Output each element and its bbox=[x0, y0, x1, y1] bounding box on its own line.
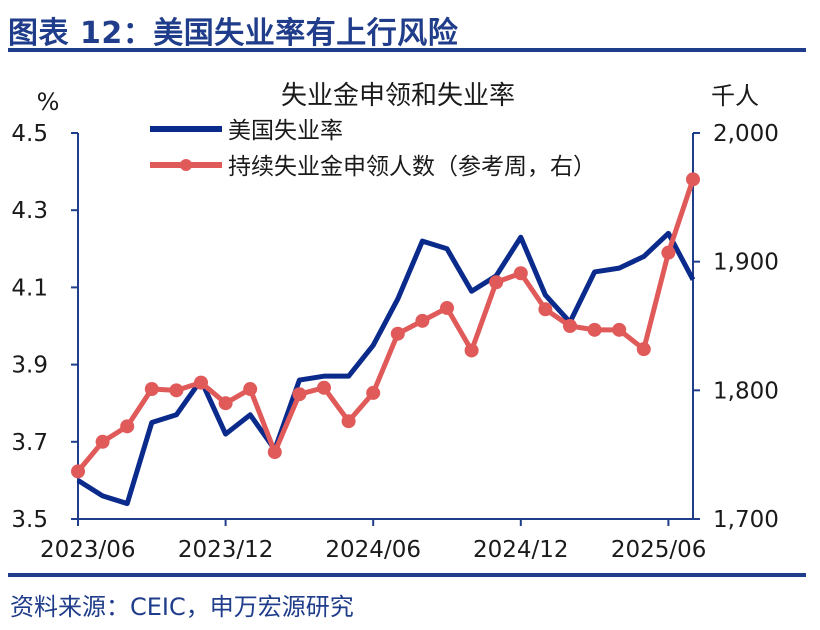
claims-point bbox=[415, 313, 430, 328]
claims-point bbox=[612, 322, 627, 337]
claims-point bbox=[390, 326, 405, 341]
legend-marker-claims bbox=[180, 159, 192, 171]
legend-label-unemployment: 美国失业率 bbox=[228, 118, 343, 144]
legend: 美国失业率 持续失业金申领人数（参考周，右） bbox=[150, 118, 596, 180]
claims-point bbox=[218, 396, 233, 411]
claims-point bbox=[267, 445, 282, 460]
claims-point bbox=[292, 387, 307, 402]
claims-point bbox=[563, 319, 577, 333]
left-y-tick-label: 4.1 bbox=[11, 275, 48, 301]
claims-point bbox=[144, 382, 159, 397]
claims-point bbox=[366, 385, 381, 400]
header-rule bbox=[8, 48, 806, 52]
right-y-tick-label: 1,700 bbox=[713, 507, 779, 533]
claims-point bbox=[71, 464, 85, 479]
claims-point bbox=[661, 245, 676, 260]
left-y-tick-label: 3.7 bbox=[11, 430, 48, 456]
claims-point bbox=[538, 302, 553, 317]
figure-title: 图表 12：美国失业率有上行风险 bbox=[8, 16, 459, 51]
claims-point bbox=[243, 382, 258, 397]
claims-point bbox=[513, 266, 528, 281]
footer-rule bbox=[8, 573, 806, 577]
claims-point bbox=[194, 375, 208, 390]
claims-point bbox=[169, 383, 184, 398]
left-y-tick-label: 3.5 bbox=[11, 507, 48, 533]
claims-point bbox=[636, 342, 651, 357]
right-y-tick-label: 1,800 bbox=[713, 378, 779, 404]
legend-label-claims: 持续失业金申领人数（参考周，右） bbox=[228, 154, 596, 180]
left-y-tick-label: 4.3 bbox=[11, 198, 48, 224]
right-y-tick-label: 2,000 bbox=[713, 121, 779, 147]
line-chart: 失业金申领和失业率 % 千人 美国失业率 持续失业金申领人数（参考周，右） 3.… bbox=[11, 81, 779, 563]
claims-point bbox=[440, 300, 454, 315]
x-tick-label: 2025/06 bbox=[611, 537, 707, 563]
x-tick-label: 2023/06 bbox=[40, 537, 136, 563]
claims-point bbox=[686, 172, 700, 187]
x-tick-label: 2023/12 bbox=[178, 537, 274, 563]
claims-point bbox=[587, 322, 602, 337]
claims-point bbox=[120, 419, 135, 434]
x-tick-label: 2024/12 bbox=[473, 537, 569, 563]
claims-point bbox=[95, 434, 110, 449]
claims-point bbox=[317, 380, 331, 395]
claims-point bbox=[341, 414, 356, 429]
figure-header: 图表 12：美国失业率有上行风险 bbox=[8, 6, 812, 51]
chart-title: 失业金申领和失业率 bbox=[281, 81, 515, 111]
source-note: 资料来源：CEIC，申万宏源研究 bbox=[10, 593, 354, 621]
left-axis-unit: % bbox=[37, 88, 60, 116]
right-axis-unit: 千人 bbox=[711, 82, 759, 110]
left-y-tick-label: 4.5 bbox=[11, 121, 48, 147]
x-tick-label: 2024/06 bbox=[325, 537, 421, 563]
right-y-tick-label: 1,900 bbox=[713, 250, 779, 276]
left-y-tick-label: 3.9 bbox=[11, 353, 48, 379]
series-line-unemployment bbox=[76, 230, 696, 507]
claims-point bbox=[464, 343, 479, 358]
claims-point bbox=[489, 275, 504, 290]
